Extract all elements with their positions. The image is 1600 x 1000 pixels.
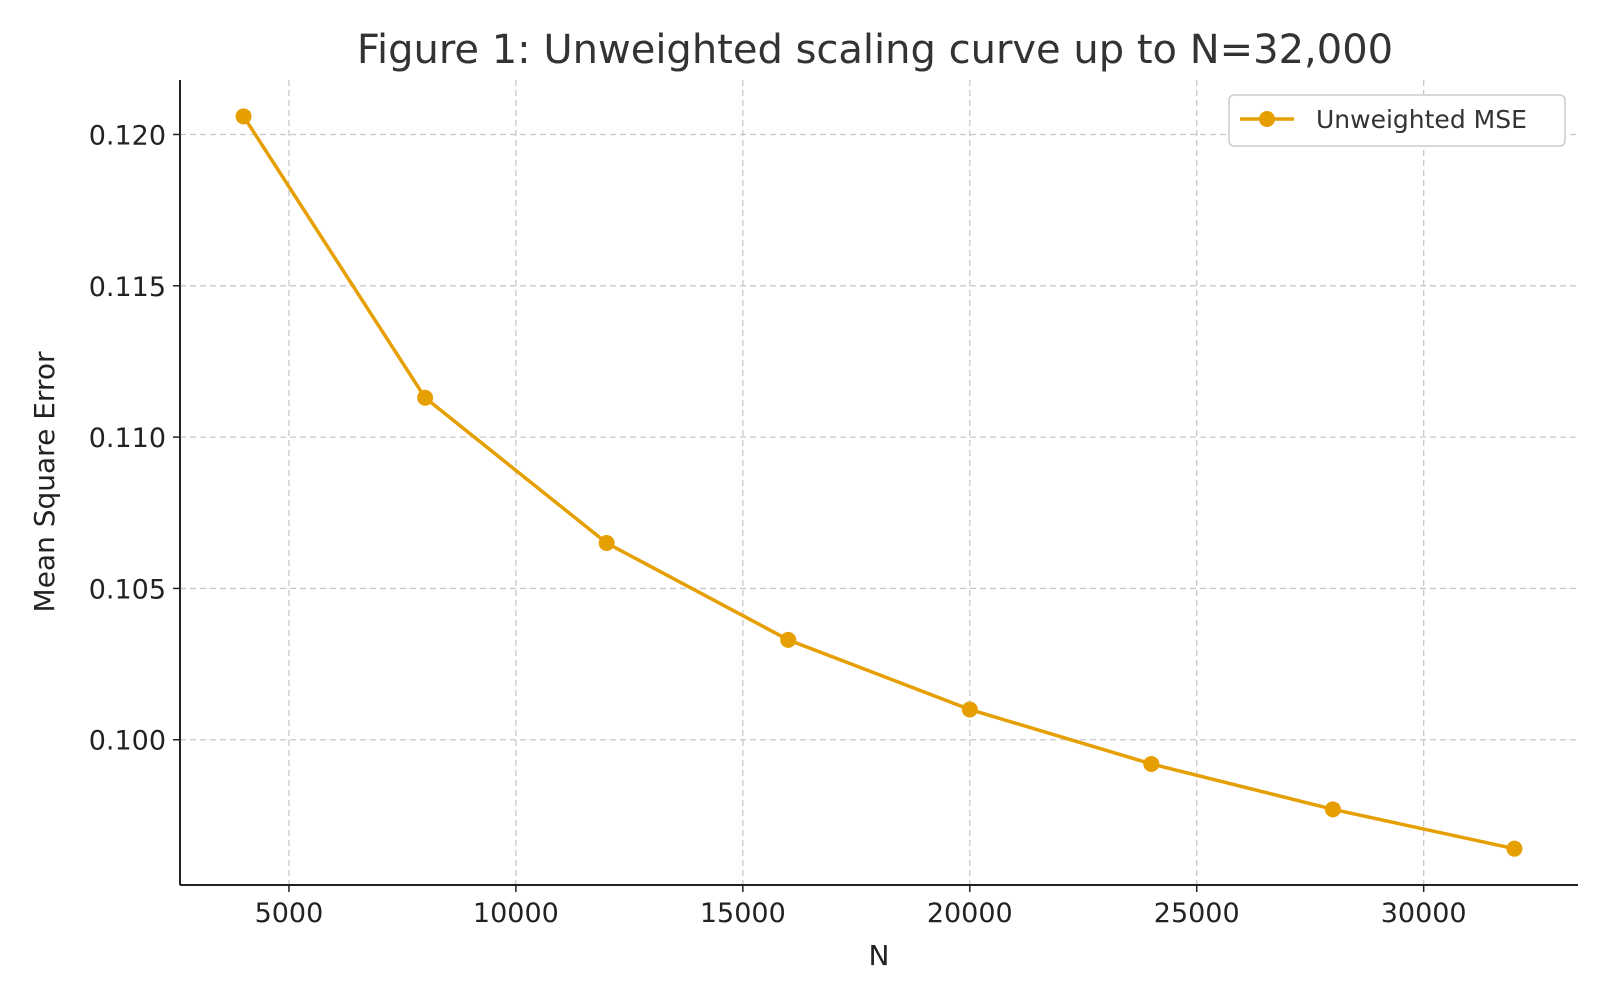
data-point (780, 631, 797, 648)
y-tick-label: 0.115 (89, 272, 166, 303)
x-tick-label: 30000 (1381, 898, 1467, 929)
axes (179, 80, 1578, 886)
grid (180, 80, 1578, 885)
data-point (1506, 840, 1523, 857)
legend-marker-swatch (1259, 111, 1275, 127)
y-tick-label: 0.120 (89, 120, 166, 151)
data-point (598, 535, 615, 552)
legend-entry-unweighted-mse: Unweighted MSE (1316, 105, 1527, 134)
legend-box (1228, 94, 1566, 147)
data-point (961, 701, 978, 718)
data-point (235, 108, 252, 125)
y-axis-label: Mean Square Error (28, 351, 61, 612)
data-point (1143, 755, 1160, 772)
series-layer (235, 108, 1523, 857)
data-point (417, 389, 434, 406)
x-tick-label: 10000 (473, 898, 559, 929)
legend: Unweighted MSE (1228, 94, 1566, 147)
x-tick-label: 5000 (255, 898, 324, 929)
data-point (1324, 801, 1341, 818)
x-axis-ticks: 5000 10000 15000 20000 25000 30000 (255, 885, 1467, 929)
x-axis-label: N (869, 939, 890, 972)
x-tick-label: 20000 (927, 898, 1013, 929)
chart-title: Figure 1: Unweighted scaling curve up to… (357, 27, 1393, 73)
x-tick-label: 25000 (1154, 898, 1240, 929)
y-tick-label: 0.110 (89, 423, 166, 454)
y-tick-label: 0.105 (89, 574, 166, 605)
y-axis-ticks: 0.100 0.105 0.110 0.115 0.120 (89, 120, 180, 757)
y-tick-label: 0.100 (89, 726, 166, 757)
x-tick-label: 15000 (700, 898, 786, 929)
series-line-unweighted-mse (242, 115, 1515, 851)
